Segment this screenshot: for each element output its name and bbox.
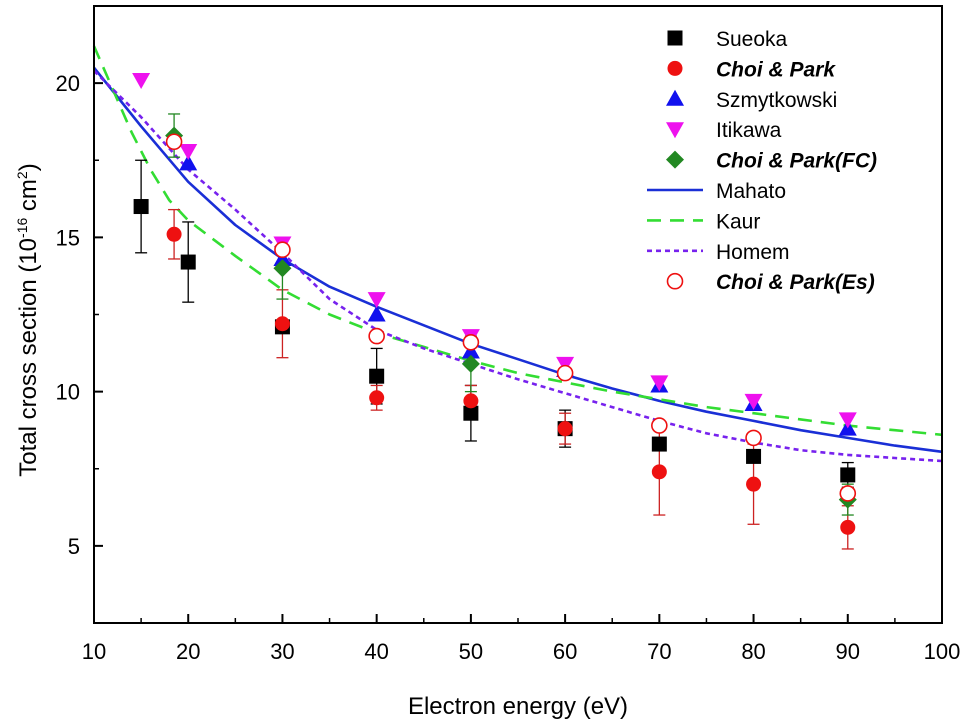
szmytkowski-point [179,154,198,171]
legend-swatch-choi-park [667,60,683,76]
legend-label-szmytkowski: Szmytkowski [716,89,837,112]
choi-park-es-point [556,364,574,382]
sueoka-point [463,405,479,421]
x-tick-label: 70 [647,639,671,664]
choi-park-es-point [165,133,183,151]
choi-park-es-point [839,485,857,502]
legend-label-choi-park: Choi & Park [716,58,836,81]
choi-park-es-point [274,241,291,259]
x-tick-label: 60 [553,639,577,664]
choi-park-point [557,421,573,437]
choi-park-point [746,476,762,492]
x-tick-label: 10 [82,639,106,664]
x-tick-label: 30 [270,639,294,664]
legend: Sueoka Choi & Park Szmytkowski Itikawa Choi … [647,28,877,294]
szmytkowski-point [367,305,386,322]
sueoka-point [746,448,762,464]
itikawa-point [650,375,669,392]
choi-park-point [274,316,290,332]
data-markers [132,73,857,535]
legend-item-mahato: Mahato [647,180,786,203]
itikawa-point [838,412,857,429]
itikawa-point [179,143,198,160]
choi-park-es-point [651,417,668,434]
x-tick-label: 80 [741,639,765,664]
legend-item-homem: Homem [647,241,790,264]
x-axis-title: Electron energy (eV) [408,693,628,720]
choi-park-es-point [462,333,480,351]
legend-swatch-choi-park-es [666,272,684,290]
legend-label-mahato: Mahato [716,180,786,203]
sueoka-point [133,199,149,215]
legend-swatch-itikawa [666,122,684,139]
legend-swatch-szmytkowski [666,89,684,106]
y-tick-label: 5 [68,534,80,559]
homem-curve [93,69,943,463]
legend-label-kaur: Kaur [716,210,760,233]
legend-label-choi-park-fc: Choi & Park(FC) [716,150,877,173]
itikawa-point [132,73,151,90]
legend-item-sueoka: Sueoka [667,28,788,51]
choi-park-es-point [745,429,762,447]
choi-park-point [840,519,856,535]
kaur-curve [92,45,943,437]
choi-park-point [369,390,385,406]
choi-park-fc-point [461,354,480,373]
y-tick-label: 20 [56,71,80,96]
sueoka-point [651,436,667,452]
sueoka-point [180,254,196,270]
choi-park-point [166,226,182,242]
y-tick-label: 10 [56,380,80,405]
choi-park-fc-point [273,259,292,278]
legend-label-homem: Homem [716,241,790,264]
model-curves [92,45,943,463]
legend-item-choi-park-es: Choi & Park(Es) [666,271,875,294]
y-axis-ticks: 5 10 15 20 [56,5,103,624]
x-tick-label: 40 [364,639,388,664]
legend-label-itikawa: Itikawa [716,119,782,142]
choi-park-point [651,464,667,480]
legend-label-choi-park-es: Choi & Park(Es) [716,271,875,294]
choi-park-point [463,393,479,409]
x-tick-label: 100 [924,639,961,664]
legend-item-itikawa: Itikawa [666,119,782,142]
x-axis-ticks: 10 20 30 40 50 60 70 80 90 100 [82,614,961,664]
legend-item-kaur: Kaur [647,210,760,233]
legend-item-choi-park: Choi & Park [667,58,836,81]
legend-item-choi-park-fc: Choi & Park(FC) [666,150,877,173]
x-tick-label: 20 [176,639,200,664]
legend-swatch-sueoka [667,30,683,46]
legend-item-szmytkowski: Szmytkowski [666,89,837,112]
sueoka-point [369,368,385,384]
choi-park-es-point [368,327,385,345]
legend-swatch-choi-park-fc [666,150,684,169]
itikawa-point [367,292,386,309]
mahato-curve [92,66,943,454]
x-tick-label: 50 [459,639,483,664]
sueoka-point [840,467,856,483]
itikawa-point [744,393,763,410]
y-tick-label: 15 [56,225,80,250]
legend-label-sueoka: Sueoka [716,28,788,51]
x-tick-label: 90 [836,639,860,664]
y-axis-title: Total cross section (10-16 cm2) [14,163,42,476]
